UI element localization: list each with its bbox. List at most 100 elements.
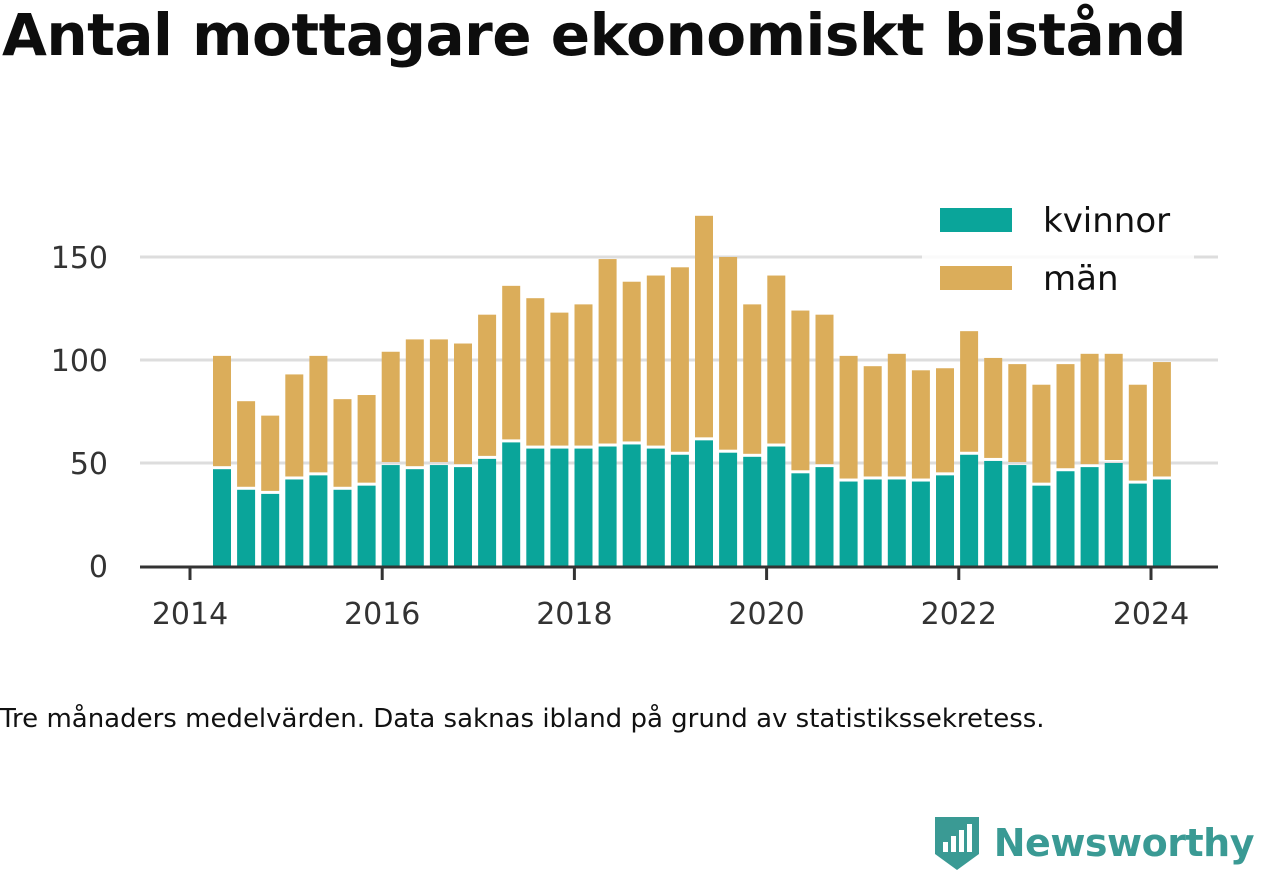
bar-man [791, 310, 810, 471]
bar-man [381, 351, 400, 463]
bar-kvinnor [960, 454, 979, 566]
bar-kvinnor [357, 485, 376, 566]
bar-man [815, 314, 834, 465]
bar-man [1104, 353, 1123, 460]
legend-swatch [940, 208, 1012, 232]
y-axis-ticks: 0 50 100 150 [51, 241, 108, 585]
y-tick-label: 0 [89, 550, 108, 585]
bar-man [213, 355, 231, 467]
legend-swatch [940, 266, 1012, 290]
bar-kvinnor [1032, 485, 1051, 566]
bar-kvinnor [1104, 463, 1123, 566]
bar-man [1080, 353, 1099, 465]
bar-man [357, 395, 376, 483]
bar-man [984, 357, 1003, 458]
bar-kvinnor [984, 460, 1003, 566]
bar-kvinnor [1008, 465, 1027, 566]
bar-kvinnor [719, 452, 738, 566]
bar-kvinnor [887, 479, 906, 566]
x-tick-label: 2014 [152, 597, 228, 632]
bar-kvinnor [1152, 479, 1171, 566]
bar-man [526, 298, 545, 446]
bar-man [285, 374, 304, 477]
bar-kvinnor [743, 456, 762, 566]
bar-man [1152, 362, 1171, 477]
bar-kvinnor [670, 454, 689, 566]
chart-title: Antal mottagare ekonomiskt bistånd [2, 1, 1187, 69]
bar-kvinnor [429, 465, 448, 566]
bar-man [1056, 364, 1075, 469]
bar-man [550, 312, 569, 446]
legend-label: kvinnor [1043, 201, 1170, 241]
bar-kvinnor [333, 489, 352, 566]
bar-kvinnor [550, 448, 569, 566]
bar-man [936, 368, 954, 473]
bar-kvinnor [261, 493, 280, 566]
bar-man [1032, 384, 1051, 483]
footnote: Tre månaders medelvärden. Data saknas ib… [0, 704, 1045, 734]
bar-kvinnor [863, 479, 882, 566]
bar-kvinnor [381, 465, 400, 566]
bar-man [598, 259, 617, 444]
bar-kvinnor [815, 467, 834, 566]
bar-man [670, 267, 689, 452]
bar-man [646, 275, 665, 446]
bar-man [695, 215, 713, 438]
bar-man [863, 366, 882, 477]
bar-kvinnor [213, 469, 231, 566]
bar-kvinnor [478, 458, 497, 566]
bars [213, 215, 1171, 566]
bar-kvinnor [767, 446, 786, 566]
bar-kvinnor [405, 469, 424, 566]
bar-man [478, 314, 497, 456]
bar-man [502, 285, 521, 440]
x-tick-label: 2018 [536, 597, 612, 632]
x-tick-label: 2016 [344, 597, 420, 632]
x-tick-label: 2020 [728, 597, 804, 632]
bar-man [767, 275, 786, 444]
bar-man [261, 415, 280, 491]
legend: kvinnor män [922, 190, 1194, 310]
bar-man [333, 399, 352, 487]
bar-man [454, 343, 472, 465]
bar-kvinnor [1128, 483, 1147, 566]
bar-man [574, 304, 593, 446]
bar-kvinnor [839, 481, 858, 566]
stacked-bar-chart: 0 50 100 150 2014 2016 2018 2020 2022 2024 kvinn… [50, 190, 1218, 632]
bar-man [839, 355, 858, 479]
bar-kvinnor [1056, 471, 1075, 566]
newsworthy-icon [934, 817, 979, 870]
bar-kvinnor [309, 475, 328, 566]
bar-man [887, 353, 906, 477]
bar-man [960, 331, 979, 452]
bar-man [1008, 364, 1027, 463]
bar-man [429, 339, 448, 463]
bar-man [1128, 384, 1147, 481]
bar-man [911, 370, 930, 479]
y-tick-label: 150 [51, 241, 108, 276]
bar-kvinnor [936, 475, 954, 566]
legend-label: män [1043, 259, 1119, 299]
x-axis-ticks: 2014 2016 2018 2020 2022 2024 [152, 566, 1189, 632]
bar-kvinnor [646, 448, 665, 566]
x-tick-label: 2022 [921, 597, 997, 632]
y-tick-label: 50 [70, 447, 108, 482]
bar-kvinnor [574, 448, 593, 566]
bar-kvinnor [911, 481, 930, 566]
bar-kvinnor [237, 489, 256, 566]
bar-man [405, 339, 424, 467]
bar-man [237, 401, 256, 487]
bar-man [743, 304, 762, 454]
bar-man [719, 257, 738, 450]
bar-kvinnor [285, 479, 304, 566]
bar-kvinnor [695, 440, 713, 566]
bar-man [622, 281, 641, 442]
brand-logo: Newsworthy [932, 813, 1255, 873]
bar-kvinnor [1080, 467, 1099, 566]
bar-kvinnor [454, 467, 472, 566]
bar-kvinnor [622, 444, 641, 566]
brand-name: Newsworthy [993, 821, 1255, 865]
x-tick-label: 2024 [1113, 597, 1189, 632]
bar-kvinnor [502, 442, 521, 566]
y-tick-label: 100 [51, 344, 108, 379]
